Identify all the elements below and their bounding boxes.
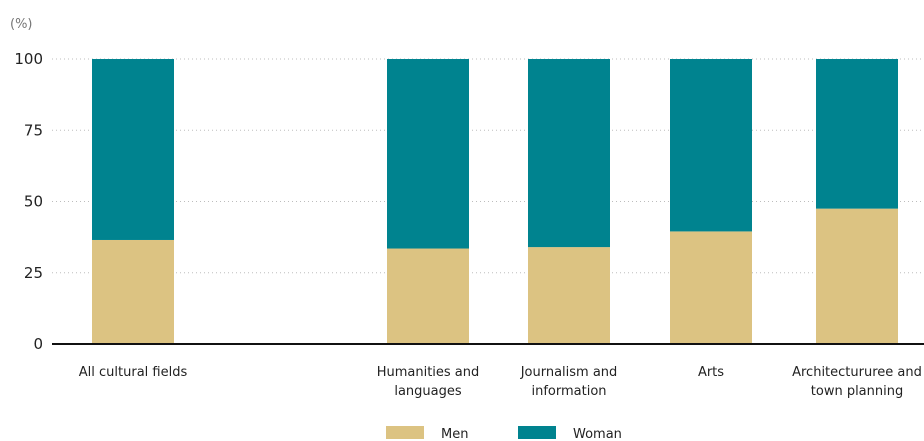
- y-tick-label-0: 0: [33, 335, 43, 353]
- y-tick-label-75: 75: [24, 121, 43, 139]
- x-category-label-line: town planning: [811, 384, 903, 399]
- bar-men-0: [92, 239, 174, 344]
- x-category-label-line: information: [531, 384, 606, 399]
- bar-men-4: [816, 208, 898, 344]
- x-category-label-0: All cultural fields: [79, 365, 188, 380]
- x-category-label-4: Architectururee and town planning: [792, 365, 922, 399]
- x-category-label-line: Humanities and: [377, 365, 480, 380]
- gridlines: [52, 58, 924, 274]
- bar-woman-2: [528, 59, 610, 248]
- x-category-label-line: languages: [394, 384, 462, 399]
- legend-swatch-men: [386, 426, 424, 439]
- y-axis-unit-label: (%): [10, 17, 33, 32]
- y-axis-ticks: 0 25 50 75 100: [14, 50, 43, 353]
- x-category-label-2: Journalism and information: [520, 365, 618, 399]
- bar-men-1: [387, 248, 469, 344]
- y-tick-label-50: 50: [24, 193, 43, 211]
- bar-woman-4: [816, 59, 898, 209]
- bar-woman-3: [670, 59, 752, 232]
- bar-men-3: [670, 231, 752, 344]
- x-category-label-line: Architectururee and: [792, 365, 922, 380]
- x-axis-labels: All cultural fields Humanities and languag…: [79, 365, 922, 399]
- x-category-label-line: Journalism and: [520, 365, 618, 380]
- y-tick-label-100: 100: [14, 50, 43, 68]
- x-category-label-line: Arts: [698, 365, 724, 380]
- y-tick-label-25: 25: [24, 264, 43, 282]
- legend: Men Woman: [386, 426, 622, 441]
- x-category-label-1: Humanities and languages: [377, 365, 480, 399]
- bar-woman-1: [387, 59, 469, 249]
- x-category-label-line: All cultural fields: [79, 365, 188, 380]
- bars: [92, 59, 898, 344]
- legend-label-woman: Woman: [573, 427, 622, 441]
- bar-men-2: [528, 247, 610, 344]
- legend-swatch-woman: [518, 426, 556, 439]
- x-category-label-3: Arts: [698, 365, 724, 380]
- bar-woman-0: [92, 59, 174, 240]
- legend-label-men: Men: [441, 427, 468, 441]
